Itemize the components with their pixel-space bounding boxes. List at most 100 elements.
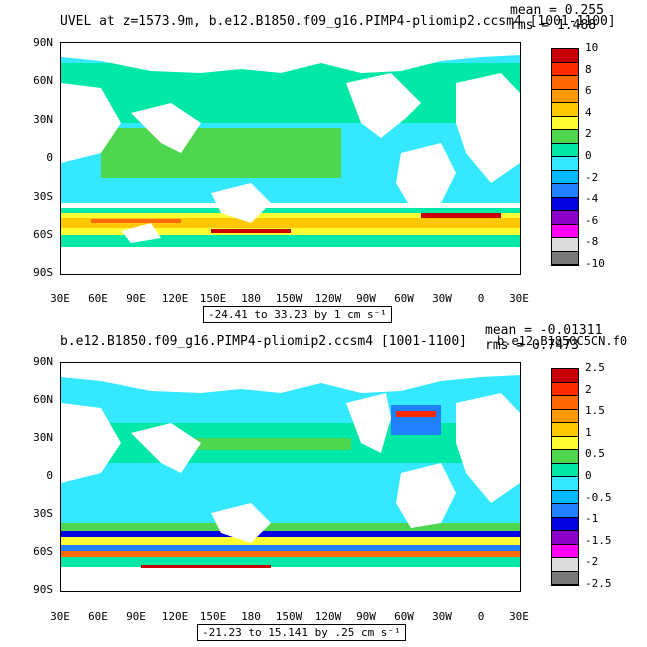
colorbar-label: 2.5: [585, 361, 605, 374]
colorbar-label: 1: [585, 425, 592, 439]
top-xtick-150w: 150W: [275, 292, 303, 305]
top-ytick-30s: 30S: [33, 190, 53, 203]
colorbar-box: [552, 463, 578, 477]
bottom-xtick-30e: 30E: [50, 610, 70, 623]
colorbar-label: -1: [585, 512, 599, 526]
bottom-map: [60, 362, 521, 592]
top-ytick-60s: 60S: [33, 228, 53, 241]
colorbar-box: [552, 49, 578, 63]
colorbar-box: [552, 89, 578, 103]
colorbar-box: [552, 224, 578, 238]
top-mean-label: mean = 0.255: [510, 3, 604, 18]
top-map-field: [61, 43, 520, 274]
top-title: UVEL at z=1573.9m, b.e12.B1850.f09_g16.P…: [60, 14, 616, 29]
top-xtick-30w: 30W: [432, 292, 452, 305]
colorbar-box: [552, 197, 578, 211]
colorbar-label: -0.5: [585, 490, 612, 504]
colorbar-label: 2: [585, 127, 592, 141]
bottom-colorbar: [551, 368, 579, 586]
colorbar-label: -2.5: [585, 577, 612, 590]
top-xtick-30e: 30E: [50, 292, 70, 305]
colorbar-box: [552, 382, 578, 396]
colorbar-box: [552, 103, 578, 117]
bottom-panel: b.e12.B1850.f09_g16.PIMP4-pliomip2.ccsm4…: [0, 320, 647, 647]
colorbar-label: -2: [585, 170, 599, 184]
bottom-xtick-30w: 30W: [432, 610, 452, 623]
colorbar-box: [552, 184, 578, 198]
colorbar-label: -8: [585, 235, 599, 249]
bottom-xtick-0: 0: [477, 610, 485, 623]
top-xtick-60e: 60E: [88, 292, 108, 305]
bottom-xtick-150w: 150W: [275, 610, 303, 623]
bottom-xtick-180: 180: [241, 610, 261, 623]
bottom-map-field: [61, 363, 520, 591]
colorbar-box: [552, 423, 578, 437]
bottom-range-label: -21.23 to 15.141 by .25 cm s⁻¹: [197, 624, 406, 641]
colorbar-box: [552, 116, 578, 130]
colorbar-box: [552, 251, 578, 265]
top-ytick-60n: 60N: [33, 74, 53, 87]
colorbar-box: [552, 143, 578, 157]
bottom-ytick-90s: 90S: [33, 583, 53, 596]
colorbar-label: 1.5: [585, 404, 605, 418]
colorbar-box: [552, 571, 578, 585]
bottom-xtick-150e: 150E: [199, 610, 227, 623]
colorbar-label: 0: [585, 469, 592, 482]
colorbar-box: [552, 211, 578, 225]
colorbar-box: [552, 436, 578, 450]
top-xtick-150e: 150E: [199, 292, 227, 305]
top-xtick-120w: 120W: [314, 292, 342, 305]
top-xtick-90e: 90E: [126, 292, 146, 305]
bottom-mean-label: mean = -0.01311: [485, 323, 603, 338]
bottom-right-title: b.e12.B1850C5CN.f0: [497, 334, 628, 348]
colorbar-label: 4: [585, 105, 592, 119]
colorbar-box: [552, 130, 578, 144]
bottom-xtick-120w: 120W: [314, 610, 342, 623]
colorbar-box: [552, 62, 578, 76]
top-ytick-90s: 90S: [33, 266, 53, 279]
top-ytick-30n: 30N: [33, 113, 53, 126]
top-rms-label: rms = 1.488: [510, 18, 597, 33]
bottom-ytick-30n: 30N: [33, 431, 53, 444]
bottom-ytick-30s: 30S: [33, 507, 53, 520]
colorbar-label: 0: [585, 149, 592, 162]
colorbar-box: [552, 76, 578, 90]
colorbar-label: 10: [585, 41, 599, 54]
colorbar-label: 6: [585, 84, 592, 98]
top-range-label: -24.41 to 33.23 by 1 cm s⁻¹: [203, 306, 392, 323]
top-xtick-180: 180: [241, 292, 261, 305]
colorbar-label: -2: [585, 555, 599, 569]
colorbar-label: 8: [585, 62, 592, 76]
colorbar-box: [552, 477, 578, 491]
colorbar-label: -6: [585, 213, 599, 227]
top-map: [60, 42, 521, 275]
bottom-xtick-60e: 60E: [88, 610, 108, 623]
colorbar-label: -10: [585, 257, 605, 270]
top-ytick-90n: 90N: [33, 36, 53, 49]
colorbar-label: -4: [585, 192, 599, 206]
colorbar-box: [552, 558, 578, 572]
colorbar-box: [552, 409, 578, 423]
top-panel: UVEL at z=1573.9m, b.e12.B1850.f09_g16.P…: [0, 0, 647, 323]
top-xtick-60w: 60W: [394, 292, 414, 305]
colorbar-box: [552, 396, 578, 410]
colorbar-box: [552, 490, 578, 504]
bottom-ytick-60s: 60S: [33, 545, 53, 558]
colorbar-label: 0.5: [585, 447, 605, 461]
bottom-ytick-90n: 90N: [33, 355, 53, 368]
bottom-title: b.e12.B1850.f09_g16.PIMP4-pliomip2.ccsm4…: [60, 334, 467, 349]
top-xtick-90w: 90W: [356, 292, 376, 305]
top-xtick-0: 0: [477, 292, 485, 305]
bottom-xtick-90w: 90W: [356, 610, 376, 623]
colorbar-box: [552, 170, 578, 184]
bottom-xtick-90e: 90E: [126, 610, 146, 623]
bottom-xtick-30e-end: 30E: [509, 610, 529, 623]
colorbar-box: [552, 238, 578, 252]
top-xtick-120e: 120E: [161, 292, 189, 305]
colorbar-label: -1.5: [585, 533, 612, 547]
bottom-rms-label: rms = 0.7473: [485, 338, 579, 353]
top-xtick-30e-end: 30E: [509, 292, 529, 305]
colorbar-box: [552, 544, 578, 558]
colorbar-box: [552, 450, 578, 464]
colorbar-label: 2: [585, 382, 592, 396]
